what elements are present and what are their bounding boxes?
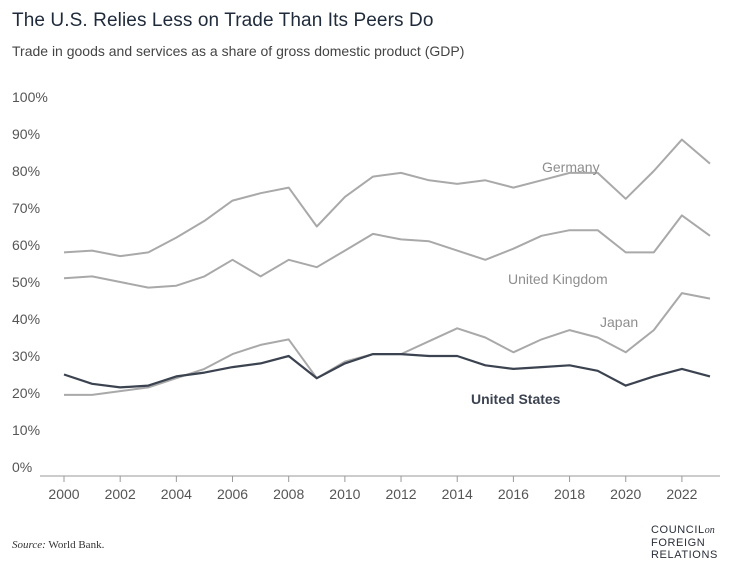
logo-on: on <box>704 525 715 536</box>
source-note: Source: World Bank. <box>12 539 104 551</box>
y-tick-label: 0% <box>12 459 32 475</box>
x-tick-label: 2006 <box>217 486 248 502</box>
x-tick-label: 2014 <box>442 486 473 502</box>
x-tick-label: 2008 <box>273 486 304 502</box>
series-label-united-states: United States <box>471 391 561 407</box>
series-label-united-kingdom: United Kingdom <box>508 271 608 287</box>
x-tick-label: 2012 <box>385 486 416 502</box>
source-text: World Bank. <box>48 539 105 551</box>
x-tick-label: 2004 <box>161 486 192 502</box>
chart-title: The U.S. Relies Less on Trade Than Its P… <box>12 10 434 31</box>
logo-line-3: RELATIONS <box>651 549 718 561</box>
x-tick-label: 2000 <box>48 486 79 502</box>
x-tick-label: 2016 <box>498 486 529 502</box>
y-tick-label: 100% <box>12 89 48 105</box>
y-axis: 100% 90% 80% 70% 60% 50% 40% 30% 20% 10% 0% <box>12 89 48 475</box>
series-line-united-kingdom <box>63 214 711 289</box>
y-tick-label: 60% <box>12 237 40 253</box>
x-tick-label: 2002 <box>105 486 136 502</box>
source-label: Source: <box>12 539 46 551</box>
x-tick-label: 2020 <box>610 486 641 502</box>
y-tick-label: 80% <box>12 163 40 179</box>
y-tick-label: 40% <box>12 311 40 327</box>
x-axis: 2000 2002 2004 2006 2008 2010 2012 2014 2016 2018… <box>40 475 720 502</box>
x-tick-label: 2022 <box>666 486 697 502</box>
series-line-germany <box>63 138 711 258</box>
y-tick-label: 70% <box>12 200 40 216</box>
logo-line-2: FOREIGN <box>651 537 706 549</box>
series-lines <box>63 138 711 396</box>
logo-line-1: COUNCIL <box>651 524 705 536</box>
series-labels: Germany United Kingdom Japan United States <box>471 159 638 407</box>
series-label-germany: Germany <box>542 159 600 175</box>
y-tick-label: 20% <box>12 385 40 401</box>
y-tick-label: 30% <box>12 348 40 364</box>
x-tick-label: 2018 <box>554 486 585 502</box>
series-label-japan: Japan <box>600 314 638 330</box>
cfr-logo: COUNCILon FOREIGN RELATIONS <box>651 524 718 561</box>
y-tick-label: 90% <box>12 126 40 142</box>
series-line-united-states <box>63 353 711 389</box>
chart-subtitle: Trade in goods and services as a share o… <box>12 43 465 59</box>
x-tick-label: 2010 <box>329 486 360 502</box>
y-tick-label: 10% <box>12 422 40 438</box>
y-tick-label: 50% <box>12 274 40 290</box>
